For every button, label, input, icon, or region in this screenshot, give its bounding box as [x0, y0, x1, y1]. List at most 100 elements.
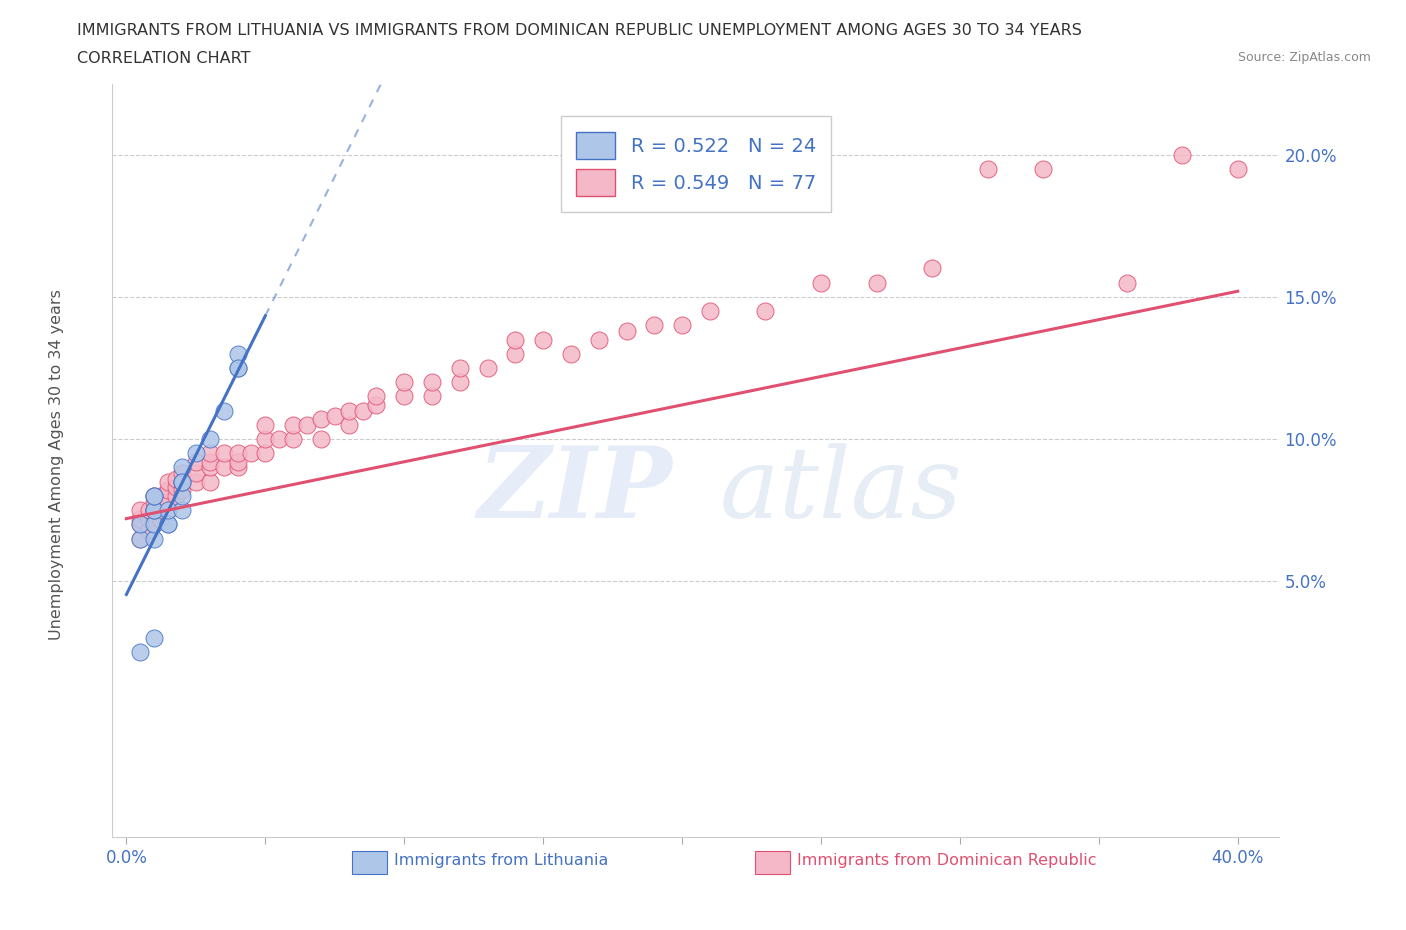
Point: [170, 474, 193, 489]
Point: [337, 404, 360, 418]
Point: [143, 488, 166, 503]
Point: [198, 455, 221, 470]
Point: [170, 474, 193, 489]
Point: [143, 517, 166, 532]
Point: [157, 502, 180, 517]
Point: [477, 361, 499, 376]
Point: [226, 361, 249, 376]
Point: [157, 483, 180, 498]
Point: [212, 404, 235, 418]
Point: [254, 445, 277, 460]
Point: [699, 304, 721, 319]
Point: [129, 502, 152, 517]
Text: Unemployment Among Ages 30 to 34 years: Unemployment Among Ages 30 to 34 years: [49, 289, 63, 641]
Point: [184, 466, 207, 481]
Point: [184, 474, 207, 489]
Point: [143, 531, 166, 546]
Point: [198, 460, 221, 475]
Point: [531, 332, 554, 347]
Point: [170, 502, 193, 517]
Point: [212, 460, 235, 475]
Point: [138, 502, 160, 517]
Point: [1032, 162, 1054, 177]
Point: [1171, 147, 1194, 162]
Text: IMMIGRANTS FROM LITHUANIA VS IMMIGRANTS FROM DOMINICAN REPUBLIC UNEMPLOYMENT AMO: IMMIGRANTS FROM LITHUANIA VS IMMIGRANTS …: [77, 23, 1083, 38]
Point: [143, 494, 166, 509]
Point: [143, 488, 166, 503]
Point: [184, 455, 207, 470]
Point: [157, 474, 180, 489]
Text: atlas: atlas: [720, 443, 962, 538]
Point: [129, 644, 152, 659]
Point: [449, 361, 471, 376]
Point: [366, 389, 388, 404]
Legend: R = 0.522   N = 24, R = 0.549   N = 77: R = 0.522 N = 24, R = 0.549 N = 77: [561, 116, 831, 212]
Point: [240, 445, 263, 460]
Point: [226, 460, 249, 475]
Point: [226, 445, 249, 460]
Point: [810, 275, 832, 290]
Point: [226, 455, 249, 470]
Point: [170, 474, 193, 489]
Text: Source: ZipAtlas.com: Source: ZipAtlas.com: [1237, 51, 1371, 64]
Point: [157, 494, 180, 509]
Point: [394, 375, 416, 390]
Point: [143, 631, 166, 645]
Point: [671, 318, 693, 333]
Point: [865, 275, 887, 290]
Text: ZIP: ZIP: [478, 443, 672, 538]
Point: [149, 502, 172, 517]
Point: [149, 512, 172, 526]
Point: [254, 418, 277, 432]
Point: [143, 502, 166, 517]
Point: [449, 375, 471, 390]
Point: [505, 332, 527, 347]
Point: [157, 517, 180, 532]
Point: [754, 304, 776, 319]
Point: [170, 460, 193, 475]
Point: [143, 502, 166, 517]
Point: [226, 346, 249, 361]
Point: [170, 466, 193, 481]
Point: [170, 488, 193, 503]
Point: [394, 389, 416, 404]
Point: [420, 389, 443, 404]
Point: [170, 483, 193, 498]
Point: [129, 531, 152, 546]
Point: [281, 418, 304, 432]
Point: [643, 318, 665, 333]
Point: [366, 397, 388, 412]
Point: [184, 445, 207, 460]
Point: [143, 502, 166, 517]
Point: [420, 375, 443, 390]
Point: [165, 488, 187, 503]
Point: [129, 512, 152, 526]
Point: [921, 261, 943, 276]
Point: [198, 432, 221, 446]
Point: [588, 332, 610, 347]
Point: [198, 474, 221, 489]
Point: [165, 472, 187, 486]
Point: [157, 517, 180, 532]
Point: [138, 523, 160, 538]
Point: [254, 432, 277, 446]
Point: [309, 412, 332, 427]
Point: [295, 418, 318, 432]
Point: [976, 162, 998, 177]
Point: [352, 404, 374, 418]
Point: [129, 531, 152, 546]
Point: [323, 409, 346, 424]
Point: [309, 432, 332, 446]
Point: [129, 517, 152, 532]
Point: [281, 432, 304, 446]
Point: [560, 346, 582, 361]
Point: [616, 324, 638, 339]
Point: [198, 445, 221, 460]
Point: [1226, 162, 1249, 177]
Point: [337, 418, 360, 432]
Point: [269, 432, 291, 446]
Point: [165, 480, 187, 495]
Text: Immigrants from Dominican Republic: Immigrants from Dominican Republic: [797, 853, 1097, 868]
Point: [149, 488, 172, 503]
Point: [143, 517, 166, 532]
